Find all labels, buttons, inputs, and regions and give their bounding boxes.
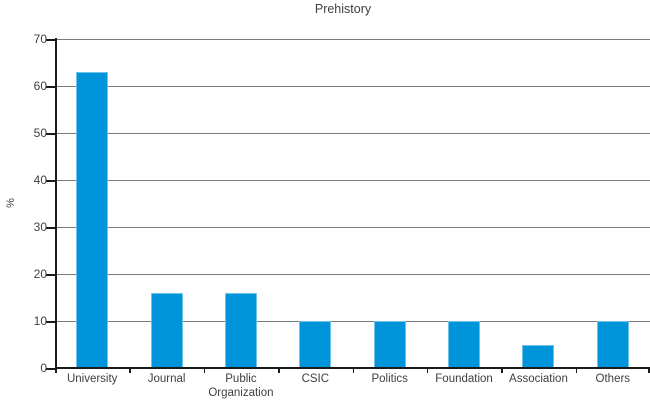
x-category-labels: University Journal Public Organization CSIC… [55, 373, 650, 401]
gridline-40 [55, 180, 650, 181]
y-tick-label: 20 [33, 267, 47, 281]
y-tick-label: 50 [33, 126, 47, 140]
x-category-label-others: Others [595, 373, 631, 385]
x-tick-7 [575, 368, 578, 373]
bar-association [522, 344, 555, 368]
gridline-30 [55, 227, 650, 228]
bar-public-organization [224, 292, 257, 368]
x-tick-8 [648, 368, 650, 373]
y-tick-30 [46, 227, 56, 229]
bar-university [76, 71, 109, 368]
gridline-50 [55, 133, 650, 134]
x-tick-4 [352, 368, 354, 373]
x-tick-2 [203, 368, 206, 373]
gridline-20 [55, 274, 650, 275]
y-tick-label: 40 [33, 173, 47, 187]
x-tick-6 [501, 368, 503, 373]
y-tick-40 [46, 180, 56, 182]
x-category-label-csic: CSIC [301, 373, 330, 385]
x-category-label-foundation: Foundation [435, 373, 493, 385]
x-category-label-university: University [66, 373, 118, 385]
x-category-label-public-organization: Public Organization [208, 373, 274, 399]
y-tick-label: 70 [33, 32, 47, 46]
y-tick-label: 30 [33, 220, 47, 234]
gridline-70 [55, 39, 650, 40]
y-axis-title: % [5, 198, 17, 208]
x-tick-0 [55, 368, 57, 373]
chart-title: Prehistory [314, 2, 372, 16]
y-tick-0 [46, 368, 56, 370]
gridline-60 [55, 86, 650, 87]
y-tick-label: 0 [40, 361, 47, 375]
x-category-label-association: Association [509, 373, 568, 385]
y-tick-70 [46, 39, 56, 41]
y-axis-line [55, 38, 57, 369]
y-tick-50 [46, 133, 56, 135]
x-tick-5 [426, 368, 429, 373]
y-tick-label: 60 [33, 79, 47, 93]
gridline-10 [55, 321, 650, 322]
x-category-label-politics: Politics [371, 373, 408, 385]
y-tick-10 [46, 321, 56, 323]
y-tick-20 [46, 274, 56, 276]
bar-csic [299, 321, 332, 368]
bar-others [596, 321, 629, 368]
y-tick-label: 10 [33, 314, 47, 328]
x-tick-3 [278, 368, 280, 373]
bar-journal [150, 292, 183, 368]
x-tick-1 [129, 368, 131, 373]
x-category-label-journal: Journal [147, 373, 186, 385]
y-tick-60 [46, 86, 56, 88]
bar-politics [373, 321, 406, 368]
bar-foundation [448, 321, 481, 368]
